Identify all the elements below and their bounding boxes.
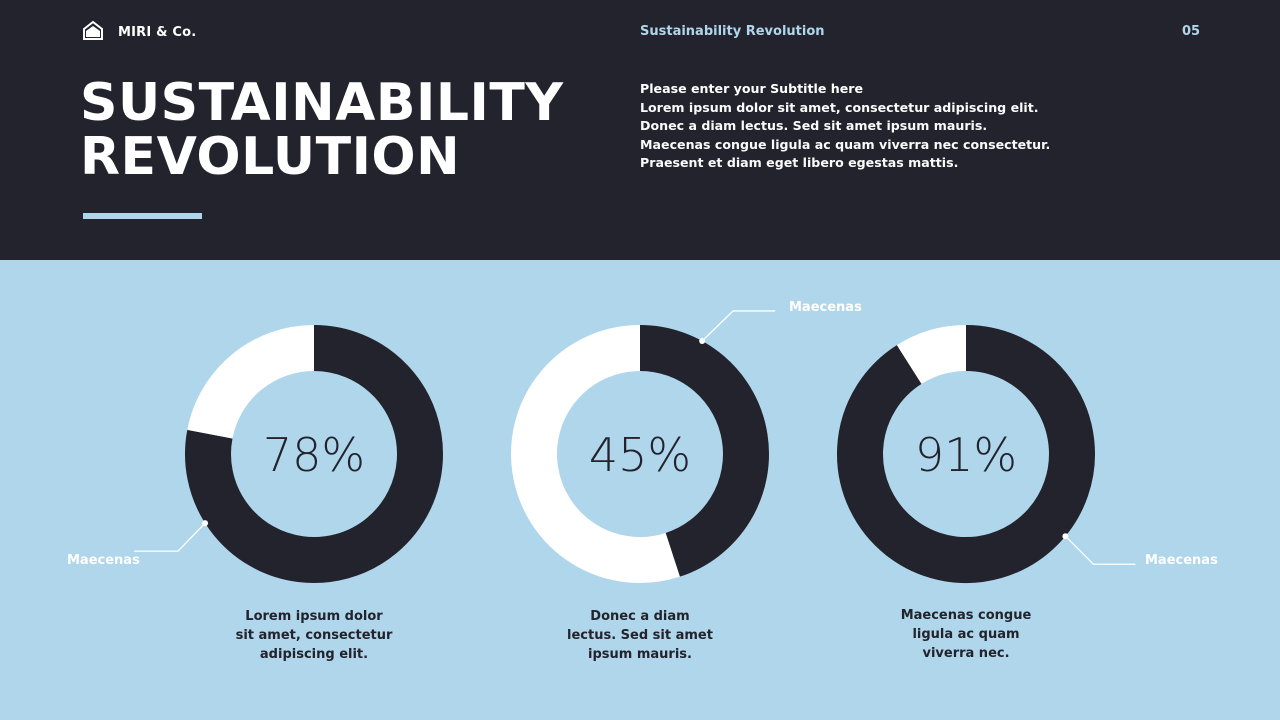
donut-2-value-slice <box>639 325 769 577</box>
house-icon <box>82 20 104 44</box>
title-line: SUSTAINABILITY <box>80 73 564 133</box>
caption-3: Maecenas congue ligula ac quam viverra n… <box>866 606 1066 663</box>
donut-2-remainder-slice <box>511 325 680 583</box>
donut-1-callout-label: Maecenas <box>67 553 140 568</box>
body-line: Donec a diam lectus. Sed sit amet ipsum … <box>640 118 988 133</box>
deck-name: Sustainability Revolution <box>640 24 825 39</box>
body-line: Praesent et diam eget libero egestas mat… <box>640 155 959 170</box>
caption-2: Donec a diam lectus. Sed sit amet ipsum … <box>540 607 740 664</box>
caption-1: Lorem ipsum dolor sit amet, consectetur … <box>214 607 414 664</box>
caption-line: Lorem ipsum dolor <box>245 609 383 624</box>
donut-1-value-slice <box>185 325 443 583</box>
title-underline <box>83 213 202 219</box>
donut-1-center-label: 78% <box>263 428 365 482</box>
caption-line: sit amet, consectetur <box>235 628 393 643</box>
donut-1-remainder-slice <box>187 325 315 440</box>
brand: MIRI & Co. <box>82 20 197 44</box>
title-line: REVOLUTION <box>80 127 461 187</box>
donut-2-callout-dot <box>699 337 706 344</box>
caption-line: ligula ac quam <box>912 627 1020 642</box>
caption-line: adipiscing elit. <box>259 647 369 662</box>
body-line: Lorem ipsum dolor sit amet, consectetur … <box>640 99 1039 115</box>
donut-3-value-slice <box>837 325 1095 583</box>
donut-1-callout-dot <box>202 520 209 527</box>
donut-3-remainder-slice <box>896 325 967 385</box>
donut-1-callout-line <box>134 522 206 552</box>
donut-2-callout-label: Maecenas <box>789 300 862 315</box>
donut-2-center-label: 45% <box>589 428 691 482</box>
intro-text: Please enter your Subtitle here Lorem ip… <box>640 80 1160 173</box>
donut-3-center-label: 91% <box>915 428 1017 482</box>
header-band: MIRI & Co. Sustainability Revolution 05 … <box>0 0 1280 260</box>
caption-line: lectus. Sed sit amet <box>567 628 713 643</box>
body-line: Maecenas congue ligula ac quam viverra n… <box>640 136 1051 152</box>
caption-line: ipsum mauris. <box>588 647 692 662</box>
donut-2-callout-line <box>701 310 776 342</box>
donut-3-callout-label: Maecenas <box>1145 553 1218 568</box>
donut-3-callout-dot <box>1062 533 1069 540</box>
donut-3-callout-line <box>1064 535 1136 565</box>
caption-line: Donec a diam <box>590 609 690 624</box>
page-title: SUSTAINABILITY REVOLUTION <box>80 76 620 184</box>
brand-name: MIRI & Co. <box>118 24 197 40</box>
caption-line: Maecenas congue <box>900 608 1032 623</box>
page-number: 05 <box>1182 24 1201 39</box>
caption-line: viverra nec. <box>922 646 1010 661</box>
subtitle: Please enter your Subtitle here <box>640 81 864 96</box>
